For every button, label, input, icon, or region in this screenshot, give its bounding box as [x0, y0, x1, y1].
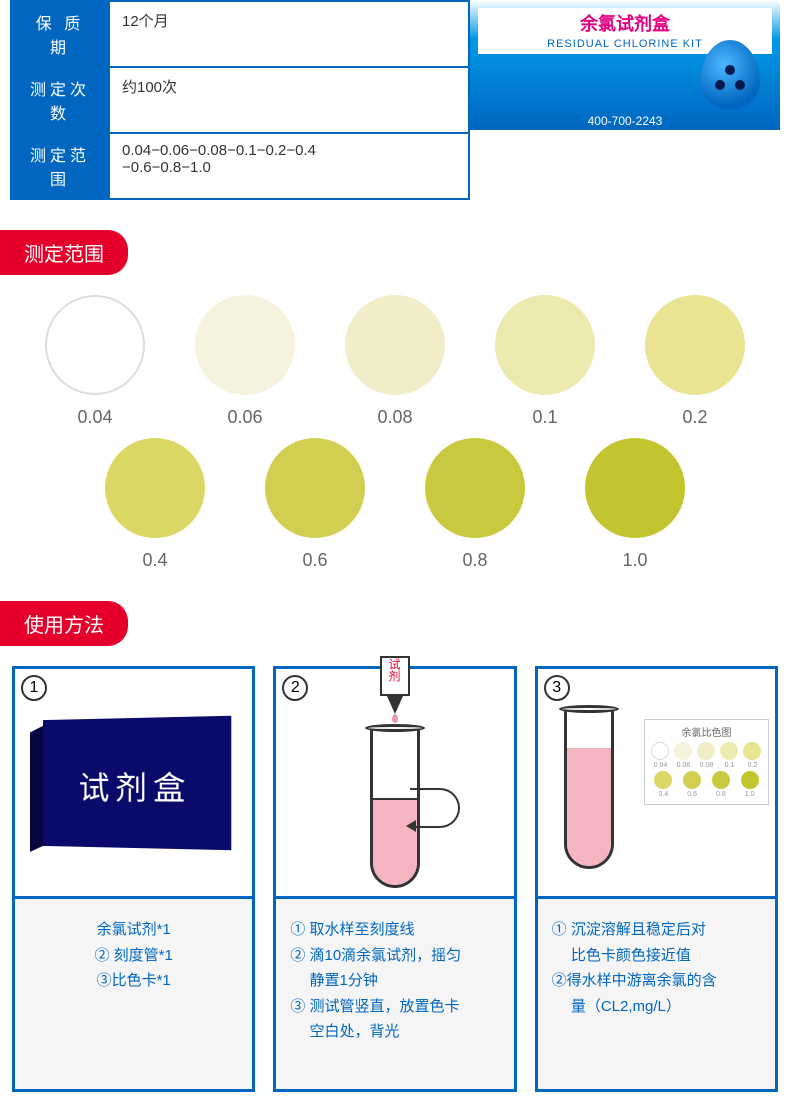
top-section: 保 质 期12个月测定次数约100次测定范围0.04−0.06−0.08−0.1… [0, 0, 790, 200]
color-row-1: 0.04 0.06 0.08 0.1 0.2 [20, 295, 770, 428]
color-item: 0.4 [105, 438, 205, 571]
spec-table: 保 质 期12个月测定次数约100次测定范围0.04−0.06−0.08−0.1… [10, 0, 470, 200]
step-number: 1 [21, 675, 47, 701]
swatch-label: 0.1 [532, 407, 557, 428]
color-item: 0.2 [645, 295, 745, 428]
color-item: 0.06 [195, 295, 295, 428]
swatch-label: 0.08 [377, 407, 412, 428]
swatch-label: 0.06 [227, 407, 262, 428]
molecule-icon [715, 65, 745, 95]
color-item: 1.0 [585, 438, 685, 571]
kit-box-icon: 试剂盒 [43, 715, 231, 849]
color-swatch [495, 295, 595, 395]
method-card: 3余氯比色图0.040.060.080.10.20.40.60.81.0① 沉淀… [535, 666, 778, 1092]
swatch-label: 0.4 [142, 550, 167, 571]
mini-color-chart: 余氯比色图0.040.060.080.10.20.40.60.81.0 [644, 719, 769, 805]
color-item: 0.04 [45, 295, 145, 428]
spec-row: 测定次数约100次 [10, 66, 470, 132]
color-item: 0.1 [495, 295, 595, 428]
range-header: 测定范围 [0, 230, 790, 275]
color-swatch [345, 295, 445, 395]
swatch-label: 0.8 [462, 550, 487, 571]
swatch-label: 0.04 [77, 407, 112, 428]
color-swatch [425, 438, 525, 538]
method-illustration: 1 试剂盒 [15, 669, 252, 899]
swatch-label: 0.2 [682, 407, 707, 428]
tube-icon [564, 709, 614, 869]
spec-label: 测定范围 [10, 134, 110, 198]
method-text: ① 取水样至刻度线 ② 滴10滴余氯试剂，摇匀 静置1分钟 ③ 测试管竖直，放置… [276, 899, 513, 1089]
product-image: 余氯试剂盒 RESIDUAL CHLORINE KIT 400-700-2243 [470, 0, 780, 130]
product-phone: 400-700-2243 [478, 114, 772, 128]
range-pill: 测定范围 [0, 230, 128, 275]
spec-row: 保 质 期12个月 [10, 0, 470, 66]
method-pill: 使用方法 [0, 601, 128, 646]
color-swatch [265, 438, 365, 538]
color-swatch [105, 438, 205, 538]
swatch-label: 0.6 [302, 550, 327, 571]
color-item: 0.6 [265, 438, 365, 571]
spec-value: 约100次 [110, 68, 470, 132]
product-title: 余氯试剂盒 [478, 8, 772, 38]
method-card: 2试剂① 取水样至刻度线 ② 滴10滴余氯试剂，摇匀 静置1分钟 ③ 测试管竖直… [273, 666, 516, 1092]
method-text: 余氯试剂*1 ② 刻度管*1 ③比色卡*1 [15, 899, 252, 1089]
spec-row: 测定范围0.04−0.06−0.08−0.1−0.2−0.4 −0.6−0.8−… [10, 132, 470, 200]
method-illustration: 3余氯比色图0.040.060.080.10.20.40.60.81.0 [538, 669, 775, 899]
method-grid: 1 试剂盒余氯试剂*1 ② 刻度管*1 ③比色卡*12试剂① 取水样至刻度线 ② … [0, 666, 790, 1092]
color-swatch [195, 295, 295, 395]
spec-label: 测定次数 [10, 68, 110, 132]
color-item: 0.8 [425, 438, 525, 571]
dropper-icon: 试剂 [380, 656, 410, 716]
spec-label: 保 质 期 [10, 2, 110, 66]
swatch-label: 1.0 [622, 550, 647, 571]
method-header: 使用方法 [0, 601, 790, 646]
color-swatch [585, 438, 685, 538]
color-swatch [645, 295, 745, 395]
method-card: 1 试剂盒余氯试剂*1 ② 刻度管*1 ③比色卡*1 [12, 666, 255, 1092]
color-swatch [45, 295, 145, 395]
step-number: 2 [282, 675, 308, 701]
rotate-arrow-icon [410, 788, 460, 828]
method-illustration: 2试剂 [276, 669, 513, 899]
spec-value: 12个月 [110, 2, 470, 66]
dropper-label: 试剂 [386, 658, 403, 682]
color-item: 0.08 [345, 295, 445, 428]
color-row-2: 0.4 0.6 0.8 1.0 [20, 438, 770, 571]
mini-chart-title: 余氯比色图 [649, 724, 764, 739]
kit-box-label: 试剂盒 [43, 715, 231, 809]
spec-value: 0.04−0.06−0.08−0.1−0.2−0.4 −0.6−0.8−1.0 [110, 134, 470, 198]
color-chart: 0.04 0.06 0.08 0.1 0.2 0.4 0.6 0.8 1.0 [0, 295, 790, 571]
method-text: ① 沉淀溶解且稳定后对 比色卡颜色接近值 ②得水样中游离余氯的含 量（CL2,m… [538, 899, 775, 1089]
